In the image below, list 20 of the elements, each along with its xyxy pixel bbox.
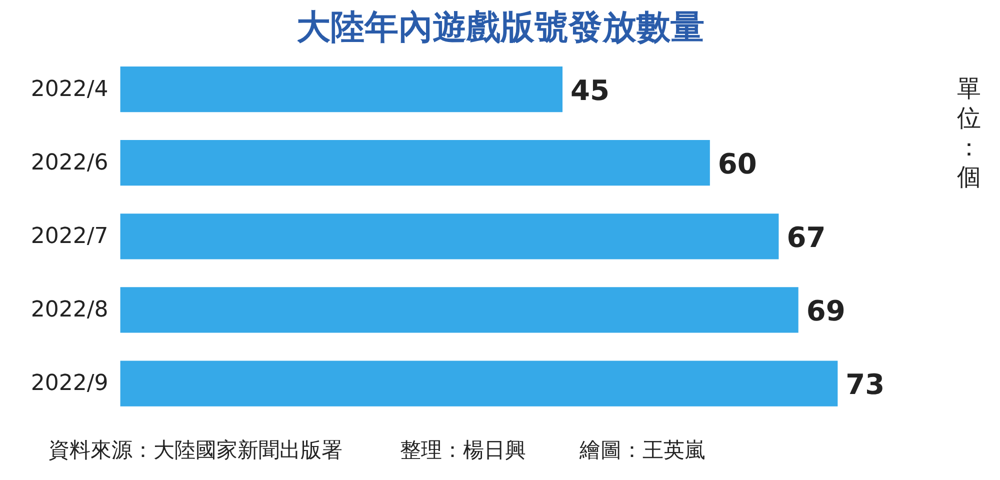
bar: [120, 287, 798, 333]
bar: [120, 140, 710, 186]
source-note: 資料來源：大陸國家新聞出版署: [48, 438, 343, 462]
text: 整理：楊日興: [400, 438, 526, 462]
y-tick-label: 2022/4: [30, 76, 108, 102]
data-label: 45: [570, 74, 610, 107]
bar: [120, 214, 779, 260]
bar: [120, 360, 838, 406]
text: 單位：個: [957, 74, 982, 191]
y-tick-label: 2022/7: [30, 224, 108, 249]
bar: [120, 66, 563, 112]
data-label: 69: [806, 294, 846, 328]
data-label: 67: [786, 220, 826, 254]
data-label: 60: [718, 147, 757, 180]
data-label: 73: [846, 368, 885, 402]
y-tick-label: 2022/9: [30, 371, 108, 396]
y-tick-label: 2022/8: [30, 297, 108, 322]
y-tick-label: 2022/6: [30, 150, 108, 176]
chart-title: 大陸年內遊戲版號發放數量: [296, 8, 704, 48]
text: 繪圖：王英嵐: [578, 438, 706, 462]
